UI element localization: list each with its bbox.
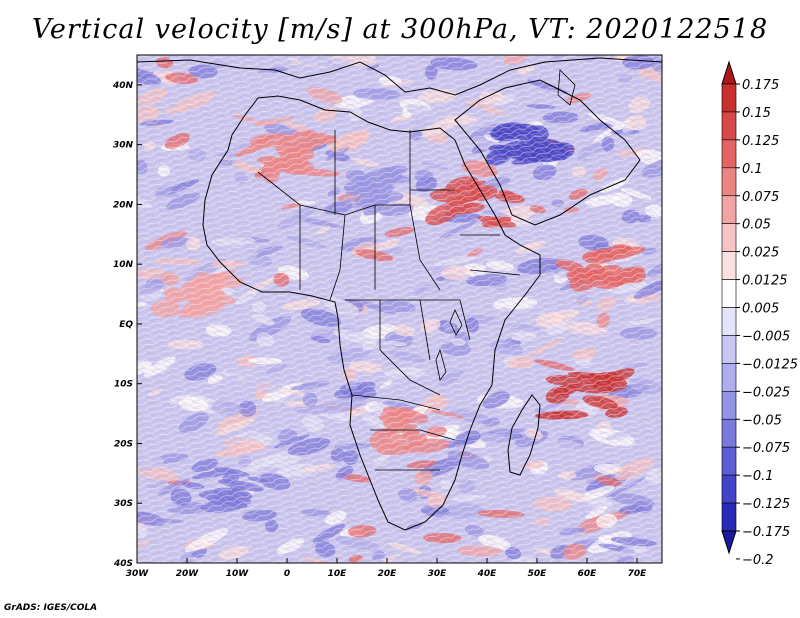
x-tick-label: 30W [126, 569, 150, 579]
x-tick-label: 70E [628, 569, 648, 579]
colorbar-swatch [721, 83, 737, 113]
colorbar-label: −0.2 [742, 553, 774, 568]
grads-credit: GrADS: IGES/COLA [4, 603, 98, 613]
x-tick-label: 10W [226, 569, 250, 579]
x-tick-label: 10E [328, 569, 348, 579]
inland-seas [557, 69, 576, 106]
colorbar-swatch [721, 502, 737, 532]
colorbar-label: −0.025 [742, 385, 790, 400]
lakes [435, 309, 463, 381]
y-tick-label: 30S [114, 499, 133, 509]
colorbar-top-triangle [721, 60, 737, 85]
country-borders [257, 130, 521, 471]
y-tick-label: 10N [113, 260, 134, 270]
colorbar-label: 0.025 [742, 246, 779, 261]
x-tick-label: 20E [378, 569, 398, 579]
colorbar-swatch [721, 391, 737, 420]
colorbar-swatch [721, 139, 737, 169]
colorbar-swatch [721, 251, 737, 280]
madagascar-coastline [507, 394, 541, 476]
colorbar-label: 0.075 [742, 190, 779, 205]
colorbar-label: 0.005 [742, 302, 779, 317]
colorbar-swatch [721, 474, 737, 504]
x-tick-label: 60E [578, 569, 598, 579]
x-tick-label: 0 [284, 569, 290, 579]
coastlines [137, 57, 662, 531]
colorbar-swatch [721, 335, 737, 364]
colorbar-swatch [721, 307, 737, 336]
europe-coastline [137, 57, 662, 96]
axis-ticks: 30W 20W 10W 0 10E 20E 30E 40E 50E 60E 70E 40N 30N 20N… [112, 81, 647, 579]
colorbar-label: −0.125 [742, 497, 790, 512]
colorbar-swatch [721, 418, 737, 448]
colorbar-label: −0.0125 [742, 357, 798, 372]
colorbar-label: −0.1 [742, 469, 774, 484]
africa-coastline [202, 95, 541, 531]
colorbar-label: −0.005 [742, 329, 790, 344]
y-tick-label: 20S [114, 439, 133, 449]
colorbar-bottom-triangle [721, 530, 737, 555]
y-tick-label: 40N [112, 81, 134, 91]
arabia-coastline [454, 79, 641, 226]
colorbar-label: −0.175 [742, 525, 790, 540]
map-title: Vertical velocity [m/s] at 300hPa, VT: 2… [31, 14, 769, 45]
colorbar-label: −0.075 [742, 441, 790, 456]
y-tick-label: 10S [114, 380, 133, 390]
x-tick-label: 20W [176, 569, 200, 579]
colorbar-label: 0.125 [742, 134, 779, 149]
y-tick-label: 40S [113, 559, 133, 569]
colorbar-swatch [721, 363, 737, 392]
colorbar-swatch [721, 195, 737, 224]
y-tick-label: 20N [113, 200, 134, 210]
y-tick-label: EQ [119, 320, 133, 330]
x-tick-label: 50E [528, 569, 548, 579]
colorbar-label: 0.175 [742, 78, 779, 93]
x-tick-label: 40E [477, 569, 498, 579]
colorbar-label: 0.1 [742, 162, 763, 177]
colorbar-label: 0.15 [742, 106, 771, 121]
x-tick-label: 30E [428, 569, 448, 579]
colorbar-swatch [721, 279, 737, 308]
colorbar-label: 0.05 [742, 218, 771, 233]
colorbar-swatch [721, 223, 737, 252]
map-frame [136, 54, 663, 564]
colorbar-swatch [721, 167, 737, 197]
colorbar-swatch [721, 446, 737, 476]
texture-streaks-red [137, 55, 662, 563]
colorbar-label: −0.05 [742, 413, 782, 428]
colorbar: 0.175 0.15 0.125 0.1 0.075 0.05 0.025 0.0125 0.0… [721, 60, 798, 568]
colorbar-label: 0.0125 [742, 274, 788, 289]
y-tick-label: 30N [113, 141, 134, 151]
colorbar-swatch [721, 111, 737, 141]
